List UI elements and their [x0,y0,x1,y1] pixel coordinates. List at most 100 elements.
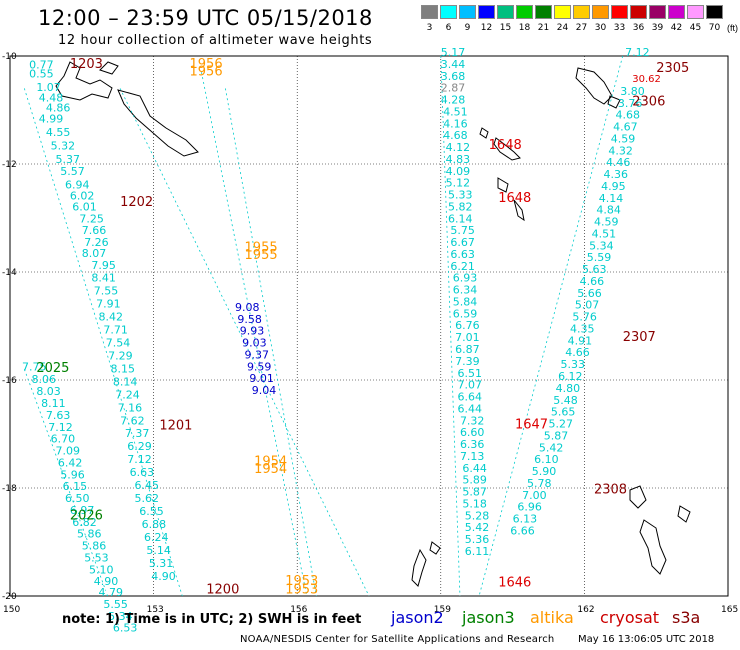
wave-height-value: 6.02 [70,190,95,203]
legend-label: 12 [480,23,493,33]
wave-height-value: 7.95 [91,259,116,272]
wave-height-value: 7.39 [455,355,480,368]
coastline [55,61,113,101]
wave-height-value: 4.28 [441,94,466,107]
wave-height-value: 6.63 [450,248,475,261]
wave-height-value: 6.14 [448,212,473,225]
wave-height-value: 5.86 [82,540,107,553]
wave-height-value: 6.93 [453,272,478,285]
wave-height-value: 5.31 [149,557,174,570]
pass-time-label: 1954 [254,462,287,477]
pass-time-label: 1953 [285,582,318,597]
legend-swatch [459,5,476,19]
pass-time-label: 1201 [159,419,192,434]
wave-height-value: 6.70 [51,433,76,446]
wave-height-value: 7.75 [22,360,47,373]
legend-label: 15 [499,23,512,33]
wave-height-value: 4.51 [592,227,617,240]
legend-swatch [649,5,666,19]
coastline [479,127,489,139]
wave-height-value: 8.15 [111,362,135,375]
pass-time-label: 1955 [245,240,278,255]
legend-label: 33 [613,23,626,33]
wave-height-value: 7.29 [108,349,133,362]
pass-time-label: 2025 [36,361,69,376]
pass-time-label: 1647 [515,418,548,433]
wave-height-value: 8.03 [36,385,61,398]
wave-height-value: 8.41 [91,272,116,285]
wave-height-value: 9.01 [249,372,273,385]
wave-height-value: 6.50 [65,492,90,505]
wave-height-value: 4.84 [596,204,621,217]
wave-height-value: 7.71 [103,324,128,337]
wave-height-value: 4.67 [613,121,638,134]
coastlines [55,61,691,587]
wave-height-value: 4.91 [568,334,593,347]
wave-height-value: 6.11 [465,545,490,558]
wave-height-value: 4.12 [446,141,471,154]
legend-swatch [592,5,609,19]
wave-height-value: 6.97 [70,504,95,517]
timestamp: May 16 13:06:05 UTC 2018 [578,634,715,645]
pass-time-label: 1953 [285,574,318,589]
wave-height-value: 5.37 [55,153,79,166]
legend-swatch [573,5,590,19]
wave-height-value: 3.76 [618,97,643,110]
wave-height-value: 4.16 [443,117,468,130]
wave-height-value: 7.00 [522,489,547,502]
wave-height-value: 5.32 [51,139,76,152]
wave-height-value: 5.84 [453,295,478,308]
satellite-name-s3a: s3a [672,608,701,627]
wave-height-value: 4.32 [608,144,633,157]
pass-time-label: 1956 [190,64,223,79]
y-tick-label: -14 [2,268,17,278]
pass-time-label: 1646 [498,575,531,590]
coastline [607,95,621,109]
wave-height-value: 7.16 [118,401,143,414]
legend-unit: (ft) [727,23,738,33]
wave-height-value: 5.76 [572,311,597,324]
x-tick-label: 159 [434,605,451,615]
wave-height-value: 7.12 [48,421,73,434]
wave-height-value: 5.86 [77,528,102,541]
wave-height-value: 6.24 [144,531,169,544]
pass-time-label: 1648 [498,191,531,206]
coastline [493,137,521,161]
wave-height-value: 5.90 [532,465,557,478]
wave-height-value: 5.75 [450,224,475,237]
wave-height-value: 4.68 [616,109,641,122]
wave-height-value: 5.55 [103,598,128,611]
wave-height-value: 8.07 [82,247,107,260]
x-tick-label: 150 [3,605,20,615]
satellite-track [478,55,624,597]
wave-height-value: 4.95 [601,180,626,193]
wave-height-value: 5.63 [582,263,607,276]
pass-time-label: 1954 [254,454,287,469]
wave-height-value: 6.67 [450,236,475,249]
legend-swatch [440,5,457,19]
legend-swatch [706,5,723,19]
wave-height-value: 8.06 [32,373,57,386]
coastline [513,199,525,222]
wave-height-value: 7.24 [115,388,140,401]
legend-swatch [421,5,438,19]
wave-height-value: 5.42 [539,441,564,454]
coastline [629,485,647,509]
wave-height-value: 6.66 [510,524,535,537]
legend-swatch [497,5,514,19]
wave-height-value: 5.65 [551,406,576,419]
pass-time-label: 1648 [489,138,522,153]
wave-height-value: 4.09 [446,165,471,178]
wave-height-value: 6.53 [113,622,138,635]
wave-height-value: 5.27 [549,418,574,431]
map-title: 12:00 – 23:59 UTC 05/15/2018 [38,6,373,30]
legend-swatch [535,5,552,19]
legend-label: 39 [651,23,664,33]
wave-height-value: 7.07 [458,379,483,392]
pass-time-label: 30.62 [632,74,661,85]
wave-height-value: 8.42 [99,311,124,324]
wave-height-value: 6.13 [513,513,538,526]
units-note: note: 1) Time is in UTC; 2) SWH is in fe… [62,612,362,627]
wave-height-value: 6.55 [139,505,164,518]
